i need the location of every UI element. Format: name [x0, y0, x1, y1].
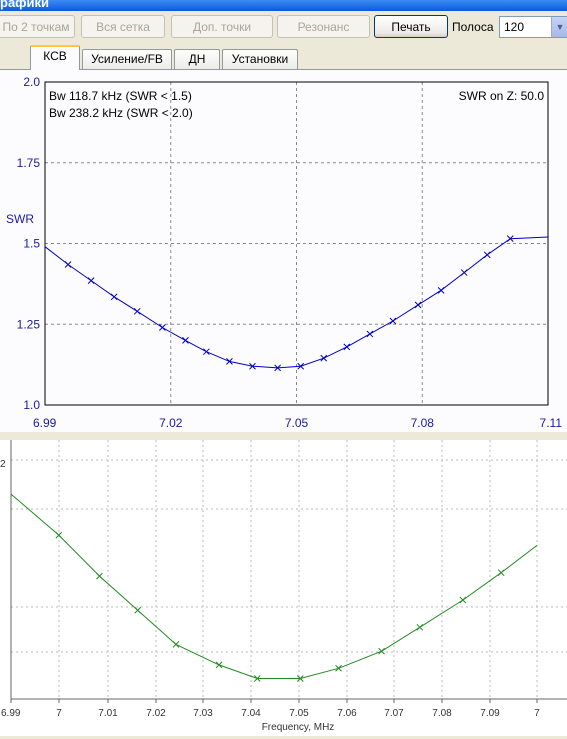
impedance-note: SWR on Z: 50.0 — [459, 89, 545, 103]
swr-point — [437, 286, 445, 294]
lower-point — [497, 569, 505, 577]
lower-x-tick-label: 7.01 — [98, 708, 118, 719]
swr-panel: 1.0 1.25 1.5 1.75 2.0 6.99 7.02 7.05 7.08 7.11 S… — [0, 70, 567, 432]
x-tick-label: 7.08 — [411, 416, 435, 430]
swr-point — [343, 343, 351, 351]
y-tick-label: 2.0 — [23, 75, 40, 89]
lower-x-tick-label: 7 — [56, 708, 62, 719]
y-axis-label: SWR — [6, 212, 34, 226]
swr-point — [506, 235, 514, 243]
window-title: рафики — [0, 0, 50, 10]
swr-point — [366, 330, 374, 338]
lower-x-tick-label: 7.02 — [146, 708, 166, 719]
swr-series-markers — [64, 235, 514, 372]
lower-chart-background — [0, 440, 567, 736]
swr-point — [159, 324, 166, 331]
lower-point — [134, 606, 142, 614]
plot-frame — [44, 81, 549, 406]
lower-point — [335, 664, 342, 672]
lower-x-axis-label: Frequency, MHz — [262, 722, 335, 733]
tab-pattern[interactable]: ДН — [174, 49, 220, 69]
x-tick-label: 7.11 — [540, 416, 563, 430]
lower-x-ticks: 6.99 7 7.01 7.02 7.03 7.04 7.05 7.06 7.07 7.08 7.0… — [1, 699, 540, 719]
window-titlebar: рафики — [0, 0, 567, 11]
chart-background — [0, 70, 567, 432]
lower-point — [378, 647, 385, 655]
y-ticks: 1.0 1.25 1.5 1.75 2.0 — [17, 75, 41, 412]
bandwidth-1-5-note: Bw 118.7 kHz (SWR < 1.5) — [49, 89, 192, 103]
lower-x-tick-label: 7.06 — [337, 708, 357, 719]
y-tick-label: 1.0 — [23, 398, 40, 412]
swr-point — [226, 358, 233, 365]
chevron-down-icon[interactable]: ▼ — [551, 17, 567, 37]
x-tick-label: 7.02 — [159, 416, 183, 430]
lower-chart: 2 6.99 7 7.01 7.02 7.03 7.04 7.05 7.06 7.07 7.08 7… — [0, 440, 567, 736]
lower-point — [172, 641, 180, 648]
resonance-button[interactable]: Резонанс — [277, 15, 370, 38]
lower-x-tick-label: 6.99 — [1, 708, 21, 719]
swr-point — [133, 307, 141, 315]
lower-x-tick-label: 7.09 — [480, 708, 500, 719]
lower-point — [459, 596, 467, 604]
lower-point — [55, 531, 63, 539]
lower-point — [296, 675, 304, 682]
swr-point — [320, 354, 328, 362]
lower-point — [96, 572, 103, 580]
lower-x-tick-label: 7.08 — [432, 708, 452, 719]
lower-point — [215, 661, 223, 669]
y-tick-label: 1.5 — [23, 237, 40, 251]
lower-series-markers — [55, 531, 505, 682]
x-tick-label: 7.05 — [285, 416, 309, 430]
print-button[interactable]: Печать — [374, 15, 448, 38]
band-select[interactable]: 120 ▼ — [499, 16, 567, 38]
lower-x-tick-label: 7.03 — [193, 708, 213, 719]
swr-point — [414, 301, 422, 309]
swr-series-line — [44, 236, 549, 369]
lower-point — [253, 675, 261, 682]
swr-point — [274, 364, 281, 372]
swr-point — [87, 277, 95, 284]
lower-x-tick-label: 7.05 — [289, 708, 309, 719]
lower-chart-panel: 2 6.99 7 7.01 7.02 7.03 7.04 7.05 7.06 7.07 7.08 7… — [0, 440, 567, 736]
lower-series-line — [10, 493, 538, 679]
extra-points-button[interactable]: Доп. точки — [171, 15, 273, 38]
swr-point — [297, 362, 305, 370]
tab-gain-fb[interactable]: Усиление/FB — [82, 49, 172, 69]
lower-y-tick-fragment: 2 — [0, 459, 6, 470]
y-tick-label: 1.75 — [17, 156, 41, 170]
swr-point — [483, 251, 491, 259]
band-select-value: 120 — [504, 20, 525, 34]
bandwidth-2-0-note: Bw 238.2 kHz (SWR < 2.0) — [49, 106, 193, 120]
toolbar: По 2 точкам Вся сетка Доп. точки Резонан… — [0, 11, 567, 43]
swr-point — [203, 348, 210, 356]
lower-point — [416, 623, 424, 631]
y-tick-label: 1.25 — [17, 317, 41, 331]
x-ticks: 6.99 7.02 7.05 7.08 7.11 — [33, 416, 562, 430]
lower-x-tick-label: 7.04 — [241, 708, 261, 719]
lower-grid — [11, 440, 567, 699]
tab-strip: КСВ Усиление/FB ДН Установки — [0, 43, 567, 70]
swr-point — [64, 261, 72, 268]
tab-settings[interactable]: Установки — [222, 49, 298, 69]
swr-point — [110, 293, 118, 301]
band-label: Полоса — [452, 20, 494, 34]
full-grid-button[interactable]: Вся сетка — [81, 15, 165, 38]
lower-x-tick-label: 7 — [534, 708, 540, 719]
swr-point — [460, 269, 468, 276]
lower-x-tick-label: 7.07 — [384, 708, 404, 719]
tab-swr[interactable]: КСВ — [30, 45, 80, 70]
tab-divider — [0, 69, 567, 70]
x-tick-label: 6.99 — [33, 416, 57, 430]
swr-point — [249, 362, 256, 370]
two-points-button[interactable]: По 2 точкам — [0, 15, 75, 38]
swr-point — [389, 317, 397, 325]
swr-chart: 1.0 1.25 1.5 1.75 2.0 6.99 7.02 7.05 7.08 7.11 S… — [0, 70, 567, 432]
swr-point — [182, 337, 189, 344]
